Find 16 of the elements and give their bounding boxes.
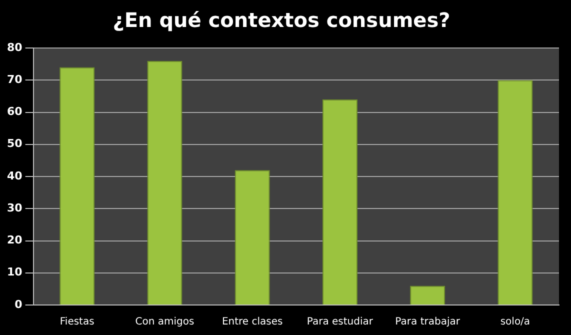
y-tick-label: 50 <box>6 137 23 150</box>
y-tick-label: 80 <box>6 40 23 54</box>
y-tick-label: 0 <box>14 298 23 311</box>
y-tick-label: 10 <box>6 266 23 279</box>
y-tick-label: 70 <box>6 72 23 86</box>
y-tick-label: 40 <box>6 169 23 182</box>
x-tick-label: Entre clases <box>222 316 283 328</box>
x-tick-label: Para estudiar <box>306 316 374 328</box>
x-tick-label: Fiestas <box>60 316 94 328</box>
chart-title: ¿En qué contextos consumes? <box>112 8 450 32</box>
y-tick-label: 30 <box>6 201 23 214</box>
x-tick-label: Para trabajar <box>395 316 461 328</box>
y-tick-label: 20 <box>6 234 23 247</box>
y-tick-label: 60 <box>6 105 23 118</box>
x-tick-label: solo/a <box>500 316 530 328</box>
x-tick-label: Con amigos <box>135 316 194 328</box>
